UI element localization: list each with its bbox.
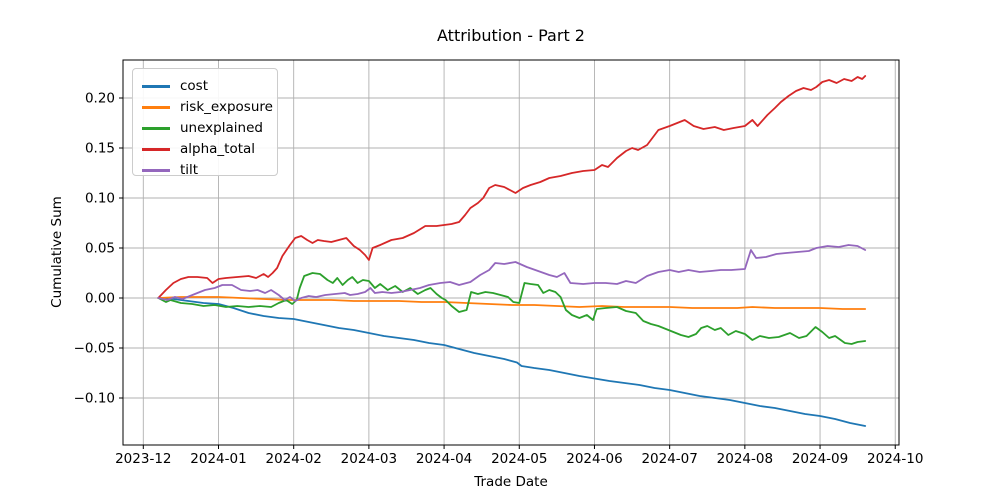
x-tick-label: 2024-06 — [566, 451, 622, 467]
y-tick-label: 0.10 — [85, 191, 115, 207]
series-line-cost — [157, 297, 867, 427]
legend-line-swatch — [142, 148, 170, 151]
x-tick-label: 2024-05 — [491, 451, 547, 467]
x-tick-label: 2024-04 — [416, 451, 472, 467]
x-tick-label: 2024-03 — [341, 451, 397, 467]
series-line-risk_exposure — [157, 296, 867, 310]
legend-line-swatch — [142, 169, 170, 172]
legend-item-cost: cost — [142, 76, 277, 97]
chart-title: Attribution - Part 2 — [437, 26, 585, 45]
legend-line-swatch — [142, 127, 170, 130]
y-tick-label: −0.10 — [74, 391, 115, 407]
legend-label: tilt — [180, 161, 199, 178]
legend-line-swatch — [142, 106, 170, 109]
x-tick-label: 2024-01 — [190, 451, 246, 467]
legend-item-tilt: tilt — [142, 160, 277, 181]
series-line-alpha_total — [157, 75, 867, 299]
series-line-tilt — [157, 244, 867, 302]
y-tick-label: 0.15 — [85, 141, 115, 157]
x-tick-label: 2024-02 — [265, 451, 321, 467]
y-tick-label: 0.20 — [85, 91, 115, 107]
x-tick-label: 2024-07 — [641, 451, 697, 467]
x-tick-label: 2024-08 — [717, 451, 773, 467]
legend-label: cost — [180, 77, 209, 94]
legend-item-risk_exposure: risk_exposure — [142, 97, 277, 118]
series-line-unexplained — [157, 272, 867, 345]
legend-label: unexplained — [180, 119, 263, 136]
y-tick-label: 0.05 — [85, 241, 115, 257]
legend-item-unexplained: unexplained — [142, 118, 277, 139]
legend-line-swatch — [142, 85, 170, 88]
x-tick-label: 2024-10 — [867, 451, 923, 467]
legend-item-alpha_total: alpha_total — [142, 139, 277, 160]
plot-border — [122, 59, 900, 446]
y-tick-label: 0.00 — [85, 291, 115, 307]
x-tick-label: 2024-09 — [792, 451, 848, 467]
x-axis-label: Trade Date — [474, 474, 548, 490]
x-tick-label: 2023-12 — [115, 451, 171, 467]
y-tick-label: −0.05 — [74, 341, 115, 357]
legend-label: alpha_total — [180, 140, 256, 157]
legend-label: risk_exposure — [180, 98, 273, 115]
